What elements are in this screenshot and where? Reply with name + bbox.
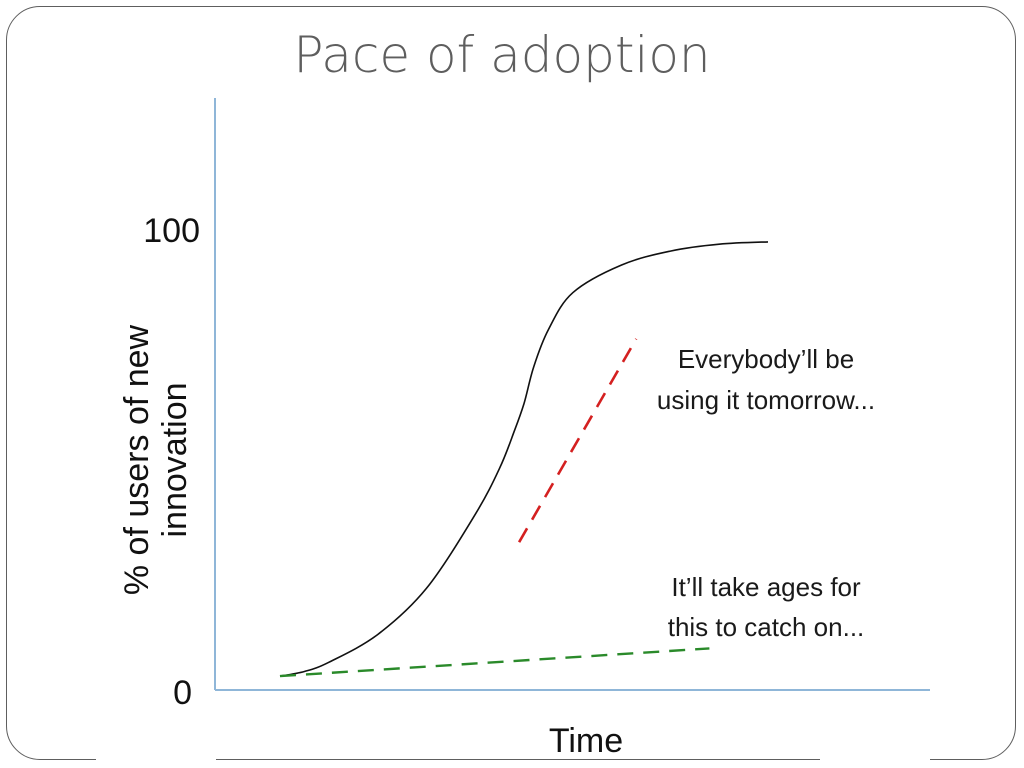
y-axis-title-line-2: innovation: [156, 382, 194, 537]
fast-adoption-trend-line: [517, 338, 638, 543]
adoption-s-curve: [279, 241, 769, 677]
y-tick-label-max: 100: [143, 212, 200, 250]
annotation-slow-line-2: this to catch on...: [668, 612, 865, 642]
y-tick-label-min: 0: [173, 674, 192, 712]
slide-frame: [6, 6, 1016, 760]
frame-gap-right: [820, 758, 930, 764]
annotation-slow-line-1: It’ll take ages for: [671, 572, 861, 602]
y-axis-title: % of users of new innovation: [118, 324, 194, 595]
x-axis-title: Time: [549, 722, 623, 760]
annotation-fast-line-1: Everybody’ll be: [678, 344, 854, 374]
annotation-fast-adoption: Everybody’ll be using it tomorrow...: [657, 344, 875, 415]
frame-gap-left: [96, 758, 216, 764]
annotation-slow-adoption: It’ll take ages for this to catch on...: [668, 572, 865, 642]
slide-title: Pace of adoption: [293, 26, 711, 84]
annotation-fast-line-2: using it tomorrow...: [657, 385, 875, 415]
y-axis-title-line-1: % of users of new: [118, 324, 156, 595]
slow-adoption-trend-line: [279, 647, 710, 678]
